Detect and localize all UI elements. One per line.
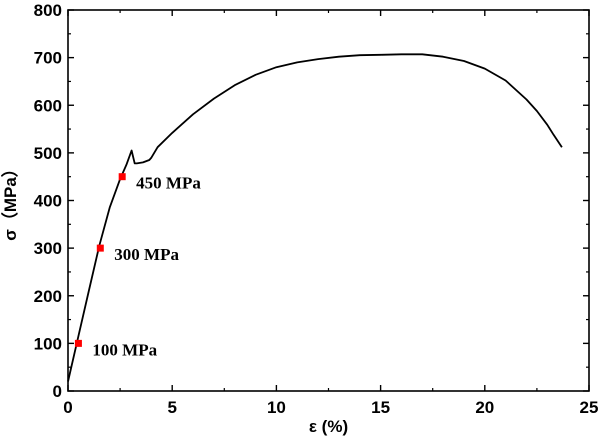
data-point-marker <box>118 173 126 181</box>
x-axis-title: ε (%) <box>309 417 348 436</box>
marker-annotation: 300 MPa <box>114 245 179 264</box>
marker-annotation: 450 MPa <box>136 174 201 193</box>
y-tick-label: 700 <box>34 49 62 68</box>
y-tick-label: 0 <box>53 382 62 401</box>
x-tick-label: 0 <box>63 398 72 417</box>
y-axis-title: σ（MPa） <box>0 160 20 241</box>
x-tick-label: 15 <box>371 398 390 417</box>
x-tick-label: 20 <box>475 398 494 417</box>
y-tick-label: 300 <box>34 239 62 258</box>
x-tick-label: 25 <box>580 398 599 417</box>
y-tick-label: 400 <box>34 192 62 211</box>
y-tick-label: 800 <box>34 1 62 20</box>
y-tick-label: 200 <box>34 287 62 306</box>
marker-annotation: 100 MPa <box>92 340 157 359</box>
plot-frame <box>67 9 590 392</box>
y-tick-label: 500 <box>34 144 62 163</box>
x-tick-label: 5 <box>167 398 176 417</box>
x-tick-label: 10 <box>267 398 286 417</box>
stress-strain-curve <box>67 53 563 382</box>
y-tick-label: 600 <box>34 96 62 115</box>
data-point-marker <box>96 244 104 252</box>
data-point-marker <box>74 339 82 347</box>
y-tick-label: 100 <box>34 334 62 353</box>
